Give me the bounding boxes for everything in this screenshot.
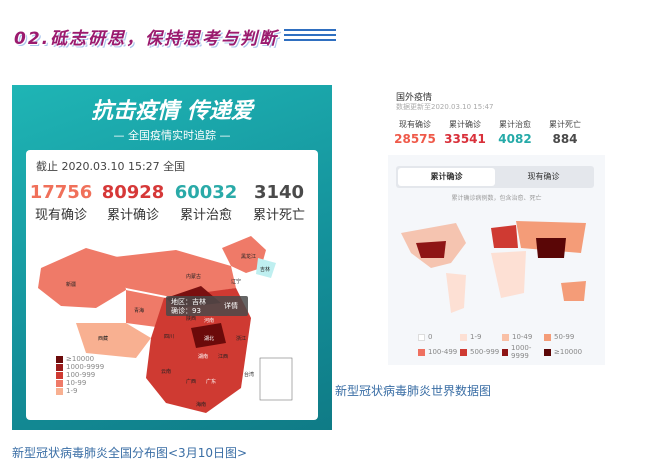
divider: [284, 39, 336, 41]
subtitle: — 全国疫情实时追踪 —: [113, 129, 231, 142]
legend-item: ≥10000: [56, 355, 94, 363]
svg-text:西藏: 西藏: [98, 335, 108, 342]
world-updated: 数据更新至2020.03.10 15:47: [396, 103, 494, 111]
world-title: 国外疫情: [396, 93, 433, 103]
stat-total: 80928 累计确诊: [101, 182, 165, 223]
world-legend: 0 1-9 10-49 50-99 100-499 500-999 1000-9…: [418, 333, 588, 360]
svg-text:黑龙江: 黑龙江: [241, 253, 256, 260]
legend-item: 1-9: [56, 387, 77, 395]
svg-text:吉林: 吉林: [260, 266, 270, 273]
svg-text:青海: 青海: [134, 307, 144, 314]
world-note: 累计确诊病例数，包含治愈、死亡: [451, 195, 542, 202]
world-tabs: 累计确诊 现有确诊: [396, 166, 594, 188]
svg-text:四川: 四川: [164, 334, 174, 340]
tooltip-confirmed: 确诊：93: [171, 306, 201, 315]
svg-text:广西: 广西: [186, 378, 196, 385]
tooltip-region: 地区：吉林: [171, 297, 206, 306]
svg-text:新疆: 新疆: [66, 281, 76, 288]
svg-text:台湾: 台湾: [244, 371, 254, 378]
svg-text:云南: 云南: [161, 368, 171, 375]
stat-current: 17756 现有确诊: [29, 182, 93, 223]
legend-item: 1000-9999: [56, 363, 104, 371]
china-map-image: 抗击疫情 传递爱 — 全国疫情实时追踪 — 截止 2020.03.10 15:2…: [12, 85, 332, 430]
svg-text:辽宁: 辽宁: [231, 278, 241, 285]
world-stat: 累计确诊 33541: [444, 120, 486, 146]
svg-text:湖北: 湖北: [204, 335, 214, 342]
svg-text:河南: 河南: [204, 317, 214, 324]
stat-dead: 3140 累计死亡: [252, 182, 305, 223]
china-map[interactable]: 地区：吉林 确诊：93 详情 新疆 西藏 青海 内蒙古 黑龙江 吉林 辽宁 四川…: [26, 228, 318, 418]
tab-total[interactable]: 累计确诊: [398, 168, 495, 186]
svg-text:陕西: 陕西: [186, 315, 196, 322]
china-stats-card: 截止 2020.03.10 15:27 全国 17756 现有确诊 80928 累计…: [26, 150, 318, 420]
world-caption: 新型冠状病毒肺炎世界数据图: [335, 384, 492, 398]
tooltip-detail[interactable]: 详情: [224, 301, 238, 310]
tab-current[interactable]: 现有确诊: [527, 172, 560, 181]
china-caption: 新型冠状病毒肺炎全国分布图<3月10日图>: [12, 446, 248, 460]
svg-text:江西: 江西: [218, 353, 228, 360]
svg-text:内蒙古: 内蒙古: [186, 273, 201, 280]
world-map-image: 国外疫情 数据更新至2020.03.10 15:47 现有确诊 28575 累计确…: [388, 85, 605, 365]
world-stat: 现有确诊 28575: [394, 120, 436, 146]
divider: [284, 29, 336, 31]
legend-item: 100-999: [56, 371, 95, 379]
world-stat: 累计死亡 884: [549, 120, 581, 146]
divider: [284, 34, 336, 36]
world-map[interactable]: [396, 213, 596, 323]
date: 截止 2020.03.10 15:27 全国: [36, 160, 186, 173]
svg-text:海南: 海南: [196, 401, 206, 408]
slogan: 抗击疫情 传递爱: [91, 99, 253, 124]
svg-text:浙江: 浙江: [236, 335, 246, 342]
legend-item: 10-99: [56, 379, 86, 387]
section-title: 02.砥志研思，保持思考与判断: [14, 29, 279, 49]
stat-cured: 60032 累计治愈: [174, 182, 238, 223]
world-stat: 累计治愈 4082: [498, 120, 532, 146]
svg-text:湖南: 湖南: [198, 353, 208, 360]
svg-text:广东: 广东: [206, 378, 216, 385]
